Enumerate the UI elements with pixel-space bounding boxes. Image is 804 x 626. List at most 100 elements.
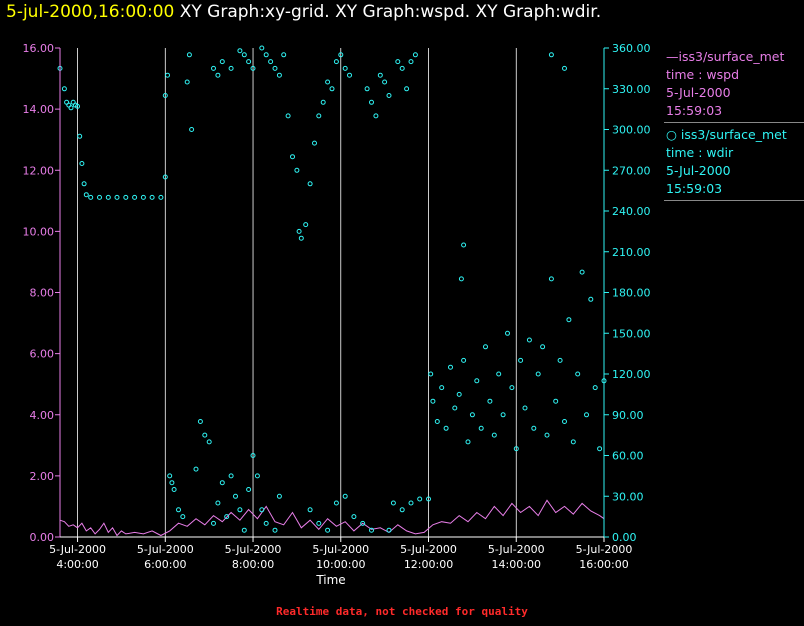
wdir-point [458,276,464,282]
wdir-point [465,439,471,445]
wdir-point [171,487,177,492]
wdir-point [219,480,225,486]
wdir-point [158,194,164,200]
wdir-point [592,385,598,391]
wdir-point [347,72,352,78]
wdir-point [307,507,313,513]
y-left-tick-label: 14.00 [23,103,55,116]
wdir-point [566,317,572,323]
wdir-point [276,72,282,78]
wdir-point [206,439,212,445]
title-datetime: 5-jul-2000,16:00:00 [6,2,175,22]
wdir-point [487,398,493,404]
wdir-point [351,514,357,520]
wdir-point [123,194,129,200]
legend-wdir-field: time : wdir [666,145,734,160]
y-right-tick-label: 60.00 [612,450,644,463]
wdir-point [237,507,243,513]
legend-divider [664,200,804,201]
wdir-point [426,496,431,502]
x-tick-label-date: 5-Jul-2000 [137,543,194,556]
y-left-tick-label: 0.00 [30,531,55,544]
wdir-point [443,425,449,431]
wdir-point [88,194,94,200]
wdir-point [404,86,410,92]
wdir-point [377,72,383,78]
wdir-point [241,52,247,58]
x-tick-label-date: 5-Jul-2000 [400,543,457,556]
wdir-point [369,99,374,105]
wdir-point [254,473,260,479]
wdir-point [579,269,585,275]
wdir-point [474,378,480,384]
wdir-point [338,52,344,58]
legend-divider [664,122,804,123]
wdir-point [211,520,216,526]
wdir-point [233,493,238,499]
wdir-point [228,473,234,479]
x-tick-label-time: 8:00:00 [232,558,274,571]
x-tick-label-time: 12:00:00 [404,558,453,571]
wdir-point [162,93,168,98]
wdir-point [584,412,589,418]
y-left-tick-label: 12.00 [23,164,55,177]
wdir-point [303,222,309,228]
wspd-series [59,499,605,537]
wdir-point [259,507,265,513]
wdir-point [395,59,401,65]
wdir-point [250,65,256,71]
y-left-tick-label: 4.00 [30,409,55,422]
wdir-point [500,412,506,418]
legend-wspd: —iss3/surface_met time : wspd 5-Jul-2000… [664,48,804,120]
wdir-point [597,446,603,452]
x-tick-label-date: 5-Jul-2000 [312,543,369,556]
wdir-point [333,500,339,506]
wdir-point [360,520,366,526]
wdir-point [180,514,186,520]
wdir-point [526,337,532,343]
legend-wspd-time: 15:59:03 [666,103,723,118]
wdir-point [224,514,230,520]
y-left-tick-label: 16.00 [23,42,55,55]
wdir-point [272,527,278,533]
wdir-point [276,493,282,499]
quality-notice: Realtime data, not checked for quality [276,605,528,618]
wdir-point [373,113,379,119]
wdir-point [439,385,445,391]
x-tick-label-date: 5-Jul-2000 [49,543,106,556]
wdir-point [505,330,510,336]
y-right-tick-label: 150.00 [612,327,651,340]
wdir-point [390,500,396,506]
wdir-point [461,357,467,363]
wdir-point [364,86,370,92]
wdir-point [386,527,392,533]
wdir-point [215,500,221,506]
legend-wdir: ○ iss3/surface_met time : wdir 5-Jul-200… [664,126,804,198]
y-right-tick-label: 270.00 [612,164,651,177]
wdir-point [81,181,87,187]
y-right-tick-label: 300.00 [612,124,651,137]
wdir-point [259,45,265,51]
wdir-point [434,419,440,424]
wdir-point [162,174,168,180]
legend: —iss3/surface_met time : wspd 5-Jul-2000… [664,48,804,204]
graph-title: 5-jul-2000,16:00:00 XY Graph:xy-grid. XY… [6,2,601,22]
y-right-tick-label: 180.00 [612,287,651,300]
wdir-point [75,103,80,109]
wdir-point [553,398,559,404]
wdir-point [296,228,302,234]
wdir-point [325,527,331,533]
wdir-point [369,527,374,533]
wdir-point [97,194,102,200]
wdir-point [215,72,221,78]
y-left-tick-label: 8.00 [30,287,55,300]
wdir-point [61,86,67,92]
wdir-point [408,59,414,65]
wdir-point [478,425,484,431]
wdir-point [518,357,524,363]
wdir-point [399,65,405,71]
wdir-point [307,181,313,187]
wdir-point [189,127,195,132]
wdir-point [219,59,225,65]
wdir-point [176,507,181,513]
